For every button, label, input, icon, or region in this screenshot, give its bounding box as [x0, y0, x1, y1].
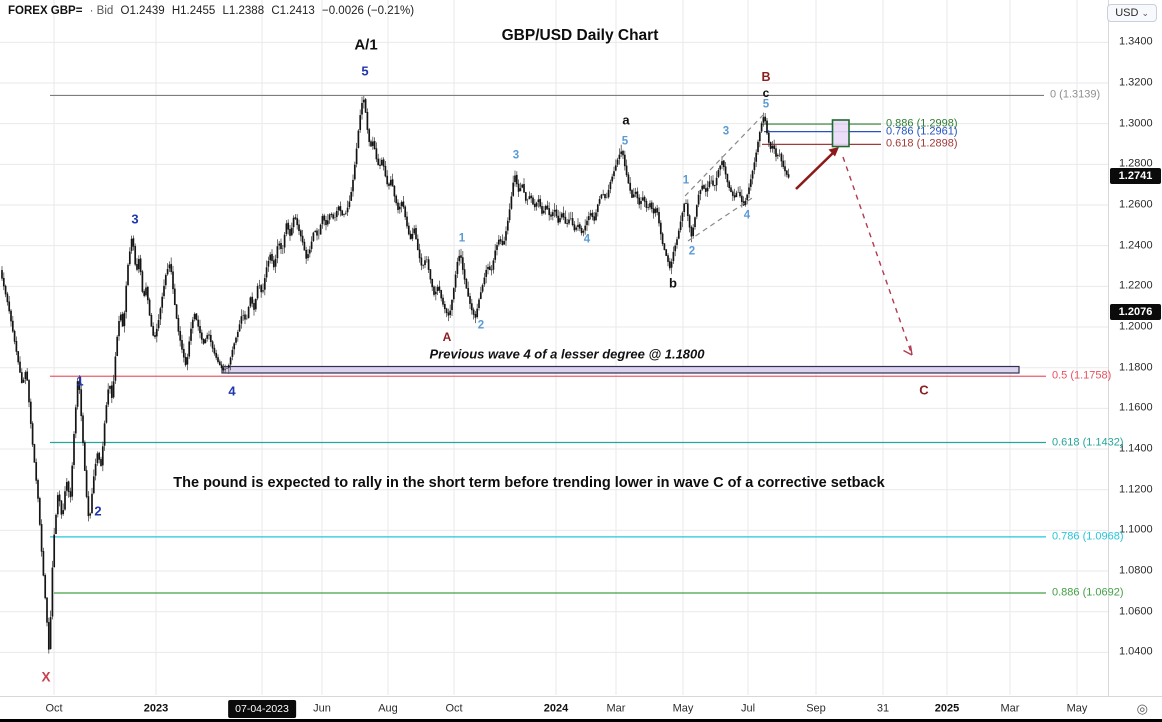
price-tick: 1.3200	[1119, 76, 1153, 89]
open-value: O1.2439	[120, 5, 165, 17]
wave-label-1[interactable]: 1	[458, 232, 466, 245]
symbol-name[interactable]: FOREX GBP=	[8, 5, 83, 17]
time-tick: Oct	[445, 702, 463, 715]
wave-label-2[interactable]: 2	[688, 245, 696, 258]
price-tick: 1.1000	[1119, 523, 1153, 536]
target-box-group[interactable]	[831, 119, 850, 148]
wave-label-5[interactable]: 5	[762, 98, 770, 111]
price-tick: 1.0400	[1119, 645, 1153, 658]
price-tick: 1.3400	[1119, 35, 1153, 48]
grid-lines	[0, 0, 1108, 695]
chevron-down-icon: ⌄	[1141, 8, 1149, 18]
fib-label-0.618[interactable]: 0.618 (1.1432)	[1052, 436, 1124, 449]
price-tick: 1.1200	[1119, 483, 1153, 496]
price-tick: 1.3000	[1119, 117, 1153, 130]
wave-label-a[interactable]: a	[622, 112, 630, 128]
fib-label-0.786[interactable]: 0.786 (1.2961)	[886, 125, 958, 138]
price-tick: 1.2000	[1119, 320, 1153, 333]
quote-header: FOREX GBP= · Bid O1.2439 H1.2455 L1.2388…	[8, 5, 418, 17]
quote-type: · Bid	[89, 5, 114, 17]
fib-label-0.886[interactable]: 0.886 (1.2998)	[886, 117, 958, 130]
axis-settings-icon[interactable]: ◎	[1136, 701, 1148, 716]
time-tick: Mar	[606, 702, 626, 715]
window-bottom-border	[0, 719, 1162, 722]
time-tick: Mar	[1000, 702, 1020, 715]
rally-arrow[interactable]	[795, 147, 839, 190]
close-value: C1.2413	[271, 5, 315, 17]
wave-label-c[interactable]: c	[762, 86, 770, 100]
wave-label-b[interactable]: b	[669, 275, 677, 291]
time-tick: Jun	[313, 702, 331, 715]
time-tick: Sep	[806, 702, 826, 715]
wave-label-x[interactable]: X	[41, 669, 51, 685]
support-band[interactable]	[221, 365, 1020, 374]
fib-label-0.886[interactable]: 0.886 (1.0692)	[1052, 586, 1124, 599]
price-tick: 1.0800	[1119, 564, 1153, 577]
price-tick: 1.0600	[1119, 605, 1153, 618]
trendlines[interactable]	[684, 111, 767, 242]
time-tick: Oct	[45, 702, 63, 715]
time-tick-year: 2025	[934, 702, 960, 715]
wave-label-4[interactable]: 4	[228, 383, 236, 399]
wave-label-2[interactable]: 2	[477, 319, 485, 332]
price-bars	[1, 95, 790, 654]
fib-label-0[interactable]: 0 (1.3139)	[1050, 88, 1101, 101]
fib-label-0.5[interactable]: 0.5 (1.1758)	[1052, 369, 1112, 382]
price-tick: 1.1800	[1119, 361, 1153, 374]
wave-label-4[interactable]: 4	[583, 233, 591, 246]
time-tick-year: 2023	[143, 702, 169, 715]
time-tick: Jul	[740, 702, 756, 715]
price-tick: 1.2200	[1119, 279, 1153, 292]
currency-selector-button[interactable]: USD ⌄	[1107, 4, 1157, 22]
price-tick: 1.1600	[1119, 401, 1153, 414]
low-value: L1.2388	[222, 5, 265, 17]
high-value: H1.2455	[171, 5, 216, 17]
time-tick: Aug	[378, 702, 398, 715]
fib-label-0.618[interactable]: 0.618 (1.2898)	[886, 137, 958, 150]
crosshair-date-badge: 07-04-2023	[228, 700, 296, 718]
wave-label-1[interactable]: 1	[76, 373, 84, 389]
wave-c-projection-arrow[interactable]	[842, 156, 913, 356]
time-tick: May	[672, 702, 694, 715]
marked-price-badge: 1.2076	[1110, 303, 1161, 320]
price-tick: 1.2600	[1119, 198, 1153, 211]
price-axis[interactable]: 1.3400 1.3200 1.3000 1.2800 1.2600 1.2400 1.22…	[1108, 0, 1162, 696]
wave-label-3[interactable]: 3	[131, 211, 139, 227]
last-price-badge: 1.2741	[1110, 168, 1161, 185]
time-tick-year: 2024	[543, 702, 569, 715]
wave-label-1[interactable]: 1	[682, 174, 690, 187]
wave4-annotation[interactable]: Previous wave 4 of a lesser degree @ 1.1…	[429, 346, 705, 362]
change-value: −0.0026 (−0.21%)	[322, 5, 415, 17]
trendline-1	[684, 111, 767, 197]
wave-label-a-1[interactable]: A/1	[354, 36, 378, 54]
wave-label-c[interactable]: C	[919, 382, 929, 398]
chart-title: GBP/USD Daily Chart	[501, 27, 659, 44]
price-tick: 1.2400	[1119, 239, 1153, 252]
time-axis[interactable]: Oct 2023 Jun Aug Oct 2024 Mar May Jul Sep 31 2025 Ma…	[0, 696, 1162, 721]
fib-target-box[interactable]	[831, 119, 850, 148]
wave-label-3[interactable]: 3	[512, 149, 520, 162]
fib-label-0.786[interactable]: 0.786 (1.0968)	[1052, 530, 1124, 543]
support-band-group[interactable]	[221, 365, 1020, 374]
outlook-annotation[interactable]: The pound is expected to rally in the sh…	[173, 475, 885, 491]
fibonacci-retracement-lines[interactable]	[50, 94, 1046, 594]
wave-label-5[interactable]: 5	[621, 135, 629, 148]
wave-label-2[interactable]: 2	[94, 503, 102, 519]
wave-label-a[interactable]: A	[442, 330, 452, 344]
wave-label-b[interactable]: B	[761, 69, 771, 84]
wave-label-3[interactable]: 3	[722, 125, 730, 138]
currency-selector-label: USD	[1115, 7, 1139, 19]
time-tick: 31	[876, 702, 890, 715]
price-tick: 1.1400	[1119, 442, 1153, 455]
price-tick: 1.2800	[1119, 157, 1153, 170]
wave-label-5[interactable]: 5	[361, 63, 369, 79]
trendline-2	[687, 195, 756, 242]
wave-label-4[interactable]: 4	[743, 209, 751, 222]
time-tick: May	[1066, 702, 1088, 715]
